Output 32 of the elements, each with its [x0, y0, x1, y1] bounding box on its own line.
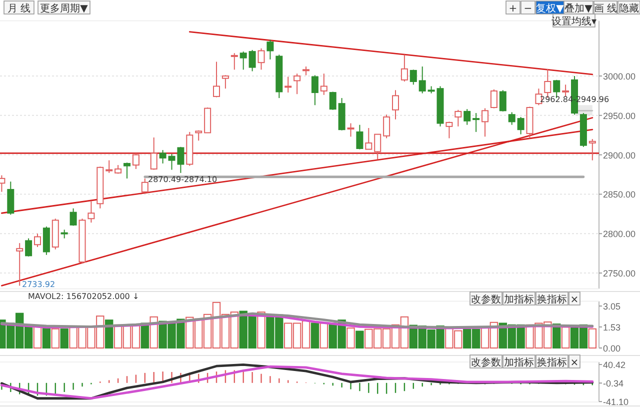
y-tick-label: 2900.00: [603, 150, 636, 160]
text: 月 线: [7, 2, 31, 14]
annotation: 加指标: [504, 356, 534, 368]
text: +: [508, 4, 518, 14]
y-tick-label: 2950.00: [603, 110, 636, 121]
text: 画 线: [594, 2, 618, 14]
y-tick-label: 1.53: [603, 322, 621, 332]
y-tick-label: -41.10: [603, 397, 629, 408]
annotation: 改参数: [471, 356, 501, 368]
text: MAVOL2: 156702052.000 ↓: [28, 292, 140, 301]
annotation: ×: [570, 358, 579, 368]
text: 更多周期▼: [40, 2, 88, 14]
y-tick-label: 3.05: [603, 302, 621, 312]
y-tick-label: 2750.00: [603, 268, 636, 279]
y-tick-label: 2800.00: [603, 229, 636, 240]
annotation: 换指标: [537, 356, 567, 368]
text: −: [524, 4, 532, 14]
annotation: 加指标: [504, 294, 534, 306]
y-tick-label: 0.00: [603, 344, 621, 354]
annotation: 2733.92: [22, 280, 56, 289]
y-tick-label: -0.34: [603, 378, 624, 389]
annotation: ×: [570, 294, 579, 306]
y-tick-label: 2850.00: [603, 190, 636, 200]
y-tick-label: 40.42: [603, 360, 626, 370]
y-tick-label: 3000.00: [603, 71, 636, 82]
annotation: 改参数: [471, 294, 501, 306]
text: 隐藏: [619, 2, 639, 14]
annotation: 设置均线▾: [551, 16, 597, 28]
text: 复权▼: [536, 2, 564, 14]
text: 叠加▼: [564, 2, 593, 14]
annotation: 换指标: [537, 294, 567, 306]
annotation: 2870.49-2874.10: [148, 175, 218, 184]
